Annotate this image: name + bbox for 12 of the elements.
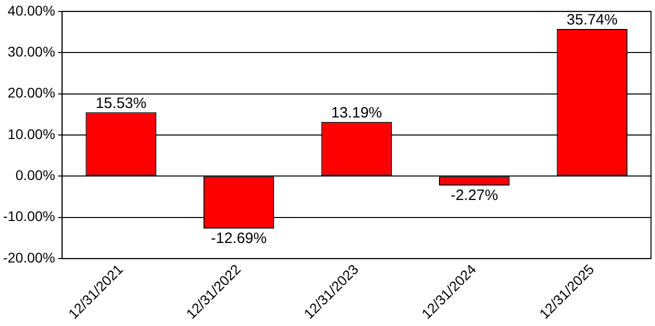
y-tick-label: -20.00% — [2, 249, 56, 266]
data-label: 13.19% — [331, 104, 382, 122]
y-tick-label: 30.00% — [8, 43, 56, 60]
y-tick-label: 40.00% — [8, 2, 56, 18]
y-tick-label: 20.00% — [8, 84, 56, 101]
data-label: -12.69% — [210, 230, 267, 248]
data-label: 15.53% — [96, 94, 146, 112]
y-tick-label: 10.00% — [8, 126, 56, 142]
data-label: 35.74% — [566, 12, 618, 29]
data-label: -2.27% — [450, 187, 498, 204]
y-tick-label: -10.00% — [2, 208, 56, 224]
y-tick-label: 0.00% — [15, 167, 56, 184]
